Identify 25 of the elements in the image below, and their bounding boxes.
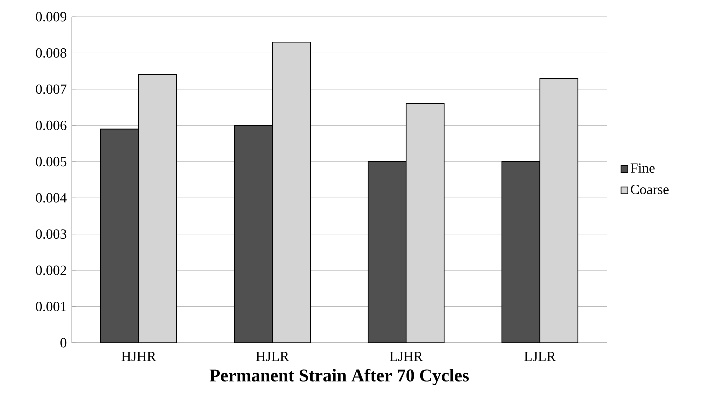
bar — [138, 74, 178, 343]
y-tick-label: 0.006 — [36, 120, 67, 130]
legend-label: Coarse — [631, 184, 669, 194]
bar — [100, 128, 140, 343]
y-tick-label: 0.002 — [36, 266, 66, 276]
legend-label: Fine — [630, 164, 655, 174]
x-tick-label: HJLR — [256, 352, 290, 362]
x-axis-title: Permanent Strain After 70 Cycles — [210, 368, 470, 386]
y-tick-label: 0.003 — [36, 230, 67, 240]
y-tick-label: 0.001 — [36, 302, 66, 312]
bar — [502, 161, 541, 343]
bar — [234, 125, 274, 343]
y-tick-label: 0 — [60, 338, 67, 348]
y-tick-label: 0.004 — [36, 193, 67, 203]
y-tick-label: 0.005 — [36, 157, 67, 167]
x-tick-label: LJLR — [524, 352, 556, 362]
y-tick-label: 0.008 — [36, 48, 67, 58]
bar — [540, 78, 579, 343]
y-tick-label: 0.007 — [36, 84, 67, 94]
bar — [272, 42, 312, 343]
bar — [368, 161, 407, 343]
bar — [406, 104, 445, 343]
x-tick-label: LJHR — [390, 352, 424, 362]
x-tick-label: HJHR — [122, 352, 156, 362]
y-tick-label: 0.009 — [36, 12, 67, 22]
